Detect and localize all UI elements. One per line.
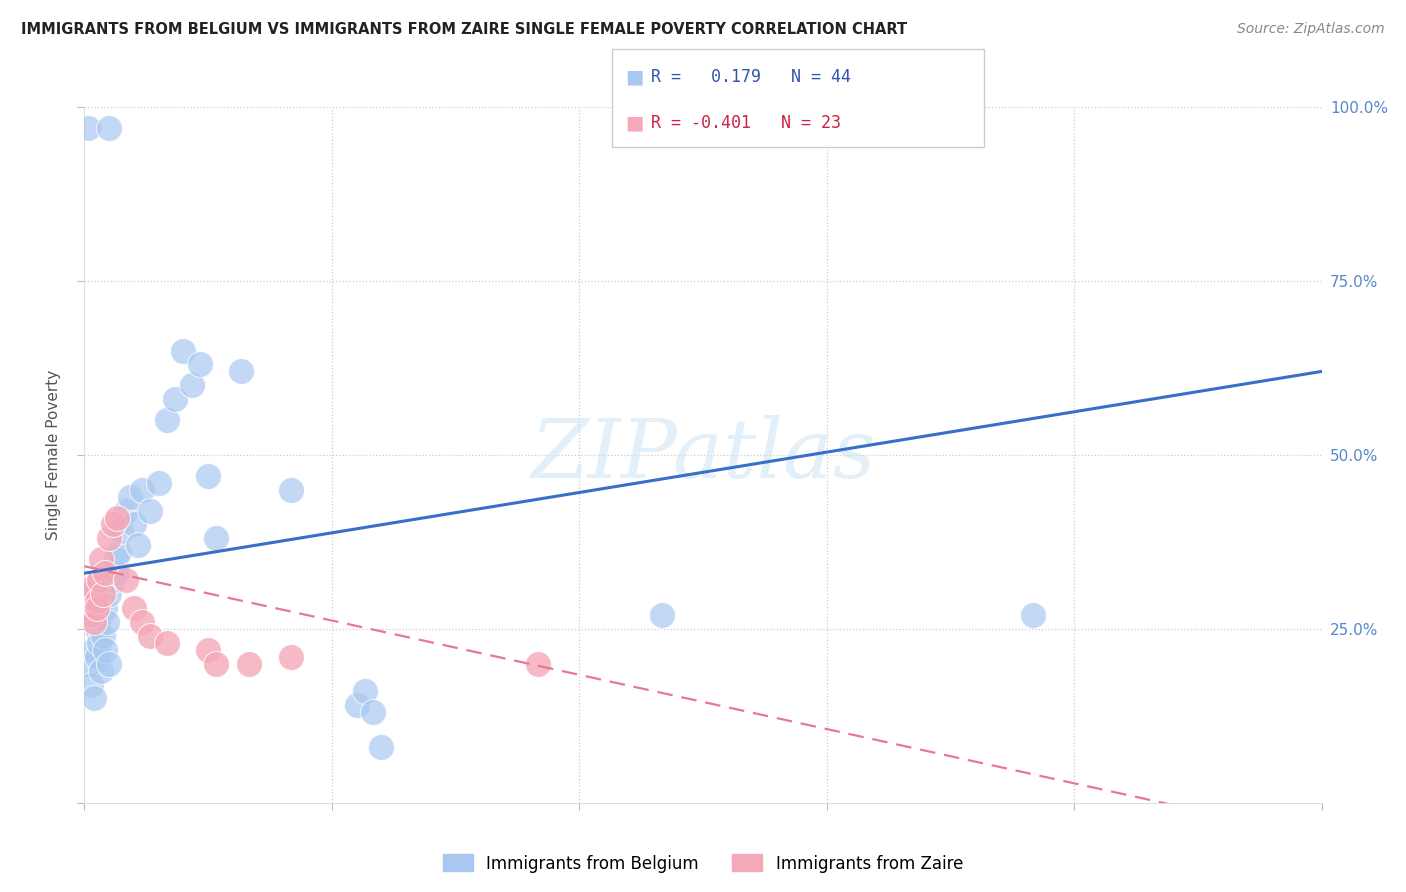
Point [238,657,260,671]
Point [131,615,153,629]
Point [80,607,103,622]
Text: IMMIGRANTS FROM BELGIUM VS IMMIGRANTS FROM ZAIRE SINGLE FEMALE POVERTY CORRELATI: IMMIGRANTS FROM BELGIUM VS IMMIGRANTS FR… [21,22,907,37]
Point [105,510,128,524]
Point [156,636,179,650]
Point [103,573,125,587]
Point [280,483,302,497]
Point [197,642,219,657]
Point [77,587,100,601]
Point [89,573,111,587]
Point [139,629,162,643]
Point [77,120,100,135]
Point [86,649,108,664]
Point [108,545,131,559]
Point [122,601,145,615]
Point [80,677,103,691]
Point [118,490,141,504]
Text: R =   0.179   N = 44: R = 0.179 N = 44 [651,68,851,86]
Point [131,483,153,497]
Point [82,642,104,657]
Text: Source: ZipAtlas.com: Source: ZipAtlas.com [1237,22,1385,37]
Point [90,552,112,566]
Point [104,552,127,566]
Point [83,615,105,629]
Point [229,364,252,378]
Point [91,629,114,643]
Point [370,740,392,755]
Point [353,684,375,698]
Point [197,468,219,483]
Point [98,657,121,671]
Legend: Immigrants from Belgium, Immigrants from Zaire: Immigrants from Belgium, Immigrants from… [436,847,970,880]
Point [90,607,112,622]
Point [94,642,117,657]
Point [114,503,136,517]
Point [91,587,114,601]
Point [165,392,187,407]
Point [86,601,108,615]
Point [205,532,228,546]
Point [98,120,121,135]
Point [361,706,384,720]
Point [172,343,194,358]
Point [114,573,136,587]
Point [103,517,125,532]
Point [83,691,105,706]
Point [1022,607,1045,622]
Point [77,657,100,671]
Point [156,413,179,427]
Point [110,524,132,539]
Text: ■: ■ [626,113,644,132]
Point [98,587,121,601]
Text: ■: ■ [626,67,644,86]
Point [527,657,550,671]
Point [98,532,121,546]
Point [105,566,128,581]
Point [127,538,149,552]
Point [346,698,368,713]
Point [139,503,162,517]
Point [89,636,111,650]
Point [96,615,118,629]
Point [94,566,117,581]
Point [651,607,673,622]
Point [90,664,112,678]
Point [205,657,228,671]
Text: ZIPatlas: ZIPatlas [530,415,876,495]
Text: R = -0.401   N = 23: R = -0.401 N = 23 [651,113,841,132]
Point [280,649,302,664]
Point [94,601,117,615]
Point [82,580,104,594]
Y-axis label: Single Female Poverty: Single Female Poverty [46,370,62,540]
Point [148,475,170,490]
Point [122,517,145,532]
Point [180,378,202,392]
Point [86,622,108,636]
Point [188,358,211,372]
Point [86,594,108,608]
